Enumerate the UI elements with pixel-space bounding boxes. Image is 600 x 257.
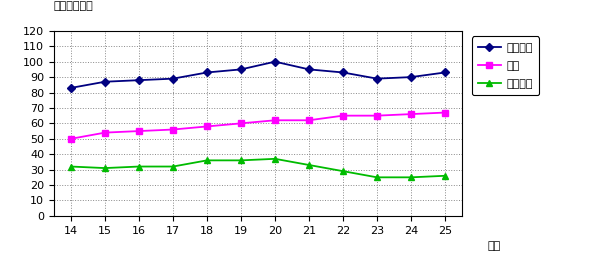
幹線 xyxy=(203,125,211,128)
全輸送量 xyxy=(305,68,313,71)
Legend: 全輸送量, 幹線, ローカル: 全輸送量, 幹線, ローカル xyxy=(472,36,539,95)
全輸送量 xyxy=(238,68,245,71)
Text: 年度: 年度 xyxy=(488,241,501,251)
Text: 単位：万トン: 単位：万トン xyxy=(54,1,94,11)
幹線 xyxy=(136,130,143,133)
全輸送量 xyxy=(203,71,211,74)
ローカル xyxy=(305,163,313,167)
ローカル xyxy=(203,159,211,162)
幹線 xyxy=(271,119,278,122)
幹線 xyxy=(169,128,176,131)
幹線 xyxy=(407,113,415,116)
全輸送量 xyxy=(67,86,74,89)
ローカル xyxy=(340,170,347,173)
全輸送量 xyxy=(407,76,415,79)
Line: 全輸送量: 全輸送量 xyxy=(68,59,448,91)
Line: ローカル: ローカル xyxy=(68,156,448,180)
ローカル xyxy=(271,157,278,160)
ローカル xyxy=(442,174,449,177)
全輸送量 xyxy=(136,79,143,82)
ローカル xyxy=(238,159,245,162)
ローカル xyxy=(169,165,176,168)
全輸送量 xyxy=(101,80,109,83)
幹線 xyxy=(67,137,74,140)
全輸送量 xyxy=(271,60,278,63)
幹線 xyxy=(442,111,449,114)
全輸送量 xyxy=(340,71,347,74)
幹線 xyxy=(238,122,245,125)
全輸送量 xyxy=(373,77,380,80)
幹線 xyxy=(305,119,313,122)
全輸送量 xyxy=(169,77,176,80)
幹線 xyxy=(340,114,347,117)
全輸送量 xyxy=(442,71,449,74)
ローカル xyxy=(136,165,143,168)
ローカル xyxy=(101,167,109,170)
ローカル xyxy=(407,176,415,179)
幹線 xyxy=(101,131,109,134)
ローカル xyxy=(373,176,380,179)
Line: 幹線: 幹線 xyxy=(68,110,448,142)
ローカル xyxy=(67,165,74,168)
幹線 xyxy=(373,114,380,117)
